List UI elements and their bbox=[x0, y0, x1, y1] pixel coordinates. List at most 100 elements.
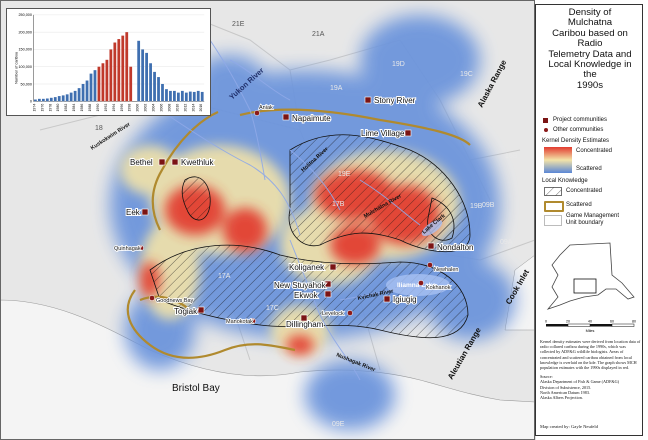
lk-concentrated-west bbox=[181, 176, 211, 221]
other-community-swatch bbox=[544, 128, 548, 132]
chart-xtick: 1974 bbox=[32, 104, 36, 112]
community-label: Ekwok bbox=[294, 291, 319, 300]
chart-bar bbox=[121, 35, 125, 102]
community-dot bbox=[418, 280, 424, 286]
alaska-outline bbox=[546, 242, 635, 310]
scale-unit: Miles bbox=[586, 329, 595, 333]
chart-bar bbox=[81, 83, 85, 102]
legend-kernel-low: Scattered bbox=[576, 166, 602, 172]
gmu-label: 19C bbox=[460, 71, 473, 78]
chart-bar bbox=[145, 52, 148, 102]
chart-xtick: 1998 bbox=[128, 104, 132, 112]
community-label-small: Aniak bbox=[259, 105, 273, 111]
chart-bar bbox=[137, 40, 141, 102]
gmu-label: 21A bbox=[312, 31, 325, 38]
gmu-label: 17A bbox=[218, 273, 231, 280]
chart-xtick: 2008 bbox=[167, 104, 171, 112]
chart-bar bbox=[117, 39, 121, 102]
chart-bar bbox=[57, 96, 61, 102]
project-community-swatch bbox=[543, 118, 548, 123]
chart-xtick: 1994 bbox=[112, 104, 116, 112]
chart-xtick: 2006 bbox=[159, 104, 163, 112]
community-label: Koliganek bbox=[289, 263, 325, 272]
sources-text: Kernel density estimates were derived fr… bbox=[540, 339, 641, 404]
legend-lk-heading: Local Knowledge bbox=[542, 178, 588, 184]
community-label-small: Manokotak bbox=[226, 319, 253, 325]
iliamna-lake bbox=[386, 274, 450, 296]
alaska-locator-map bbox=[546, 242, 635, 310]
chart-bar bbox=[176, 92, 180, 102]
chart-bar bbox=[196, 90, 200, 102]
chart-bar bbox=[37, 98, 41, 102]
legend-panel: Density of Mulchatna Caribou based on Ra… bbox=[535, 4, 643, 436]
community-marker bbox=[324, 280, 332, 288]
chart-xtick: 1982 bbox=[64, 104, 68, 112]
community-marker bbox=[158, 158, 166, 166]
gmu-label: 09E bbox=[332, 421, 345, 428]
community-marker bbox=[282, 113, 290, 121]
community-marker bbox=[324, 290, 332, 298]
chart-bar bbox=[97, 66, 101, 102]
chart-bar bbox=[93, 70, 97, 102]
gmu-label: 17B bbox=[332, 201, 345, 208]
scale-label: 0 bbox=[545, 320, 547, 324]
legend-kernel-high: Concentrated bbox=[576, 148, 613, 154]
scale-label: 80 bbox=[632, 320, 636, 324]
gmu-label: 09B bbox=[482, 202, 495, 209]
gmu-label: 16B bbox=[505, 153, 518, 160]
scale-bar: 0 20 40 60 80 Miles bbox=[545, 320, 636, 334]
legend-lk-concentrated: Concentrated bbox=[566, 188, 603, 194]
gmu-label: 19E bbox=[338, 171, 351, 178]
chart-xtick: 2002 bbox=[144, 104, 148, 112]
chart-xtick: 1988 bbox=[88, 104, 92, 112]
chart-bar bbox=[180, 90, 184, 102]
community-label: Napaimute bbox=[292, 114, 331, 123]
gmu-labels: 21E 21A 19A 19D 19C 19B 16B 18 19E 17B 1… bbox=[95, 21, 518, 428]
chart-bar bbox=[101, 63, 105, 102]
community-marker bbox=[383, 295, 391, 303]
community-label: Togiak bbox=[174, 307, 198, 316]
chart-xtick: 1990 bbox=[96, 104, 100, 112]
gmu-label: 21E bbox=[232, 21, 245, 28]
chart-bar bbox=[69, 92, 73, 102]
community-marker bbox=[427, 242, 435, 250]
chart-ytick: 0 bbox=[30, 100, 32, 104]
chart-ytick: 150,000 bbox=[18, 48, 31, 52]
gmu-label: 09A bbox=[500, 239, 513, 246]
map-title: Density of Mulchatna Caribou based on Ra… bbox=[548, 7, 632, 91]
community-dot bbox=[347, 310, 353, 316]
gmu-label: 09C bbox=[445, 375, 458, 382]
chart-ytick: 100,000 bbox=[18, 65, 31, 69]
community-label: Dillingham bbox=[286, 320, 324, 329]
community-marker bbox=[364, 96, 372, 104]
population-chart: 0 50,000 100,000 150,000 200,000 250,000 1974 1… bbox=[6, 8, 211, 116]
chart-bar bbox=[169, 90, 172, 102]
community-marker bbox=[171, 158, 179, 166]
kde-gradient-swatch bbox=[544, 147, 572, 173]
community-marker bbox=[141, 208, 149, 216]
chart-bar bbox=[45, 98, 49, 102]
gmu-label: 18 bbox=[95, 125, 103, 132]
chart-bar bbox=[77, 88, 81, 102]
chart-bar bbox=[200, 91, 204, 102]
community-label-small: Levelock bbox=[322, 311, 344, 317]
chart-bar bbox=[165, 89, 168, 102]
legend-project-communities: Project communities bbox=[553, 117, 608, 123]
community-dot bbox=[254, 110, 260, 116]
chart-xtick: 2000 bbox=[136, 104, 140, 112]
community-dot bbox=[250, 318, 256, 324]
gmu-label: 19B bbox=[470, 203, 483, 210]
chart-bar bbox=[141, 49, 145, 102]
study-area-box bbox=[573, 278, 597, 294]
chart-bar bbox=[188, 91, 192, 102]
chart-bar bbox=[73, 90, 77, 102]
chart-ytick: 200,000 bbox=[18, 30, 31, 34]
community-label: Igiugig bbox=[393, 295, 417, 304]
chart-bar bbox=[129, 66, 133, 102]
gmu-label: 19A bbox=[330, 85, 343, 92]
gmu-label: 19D bbox=[392, 61, 405, 68]
legend-gmu: Game Management Unit boundary bbox=[566, 213, 620, 226]
chart-bar bbox=[53, 97, 57, 102]
chart-xtick: 1992 bbox=[104, 104, 108, 112]
